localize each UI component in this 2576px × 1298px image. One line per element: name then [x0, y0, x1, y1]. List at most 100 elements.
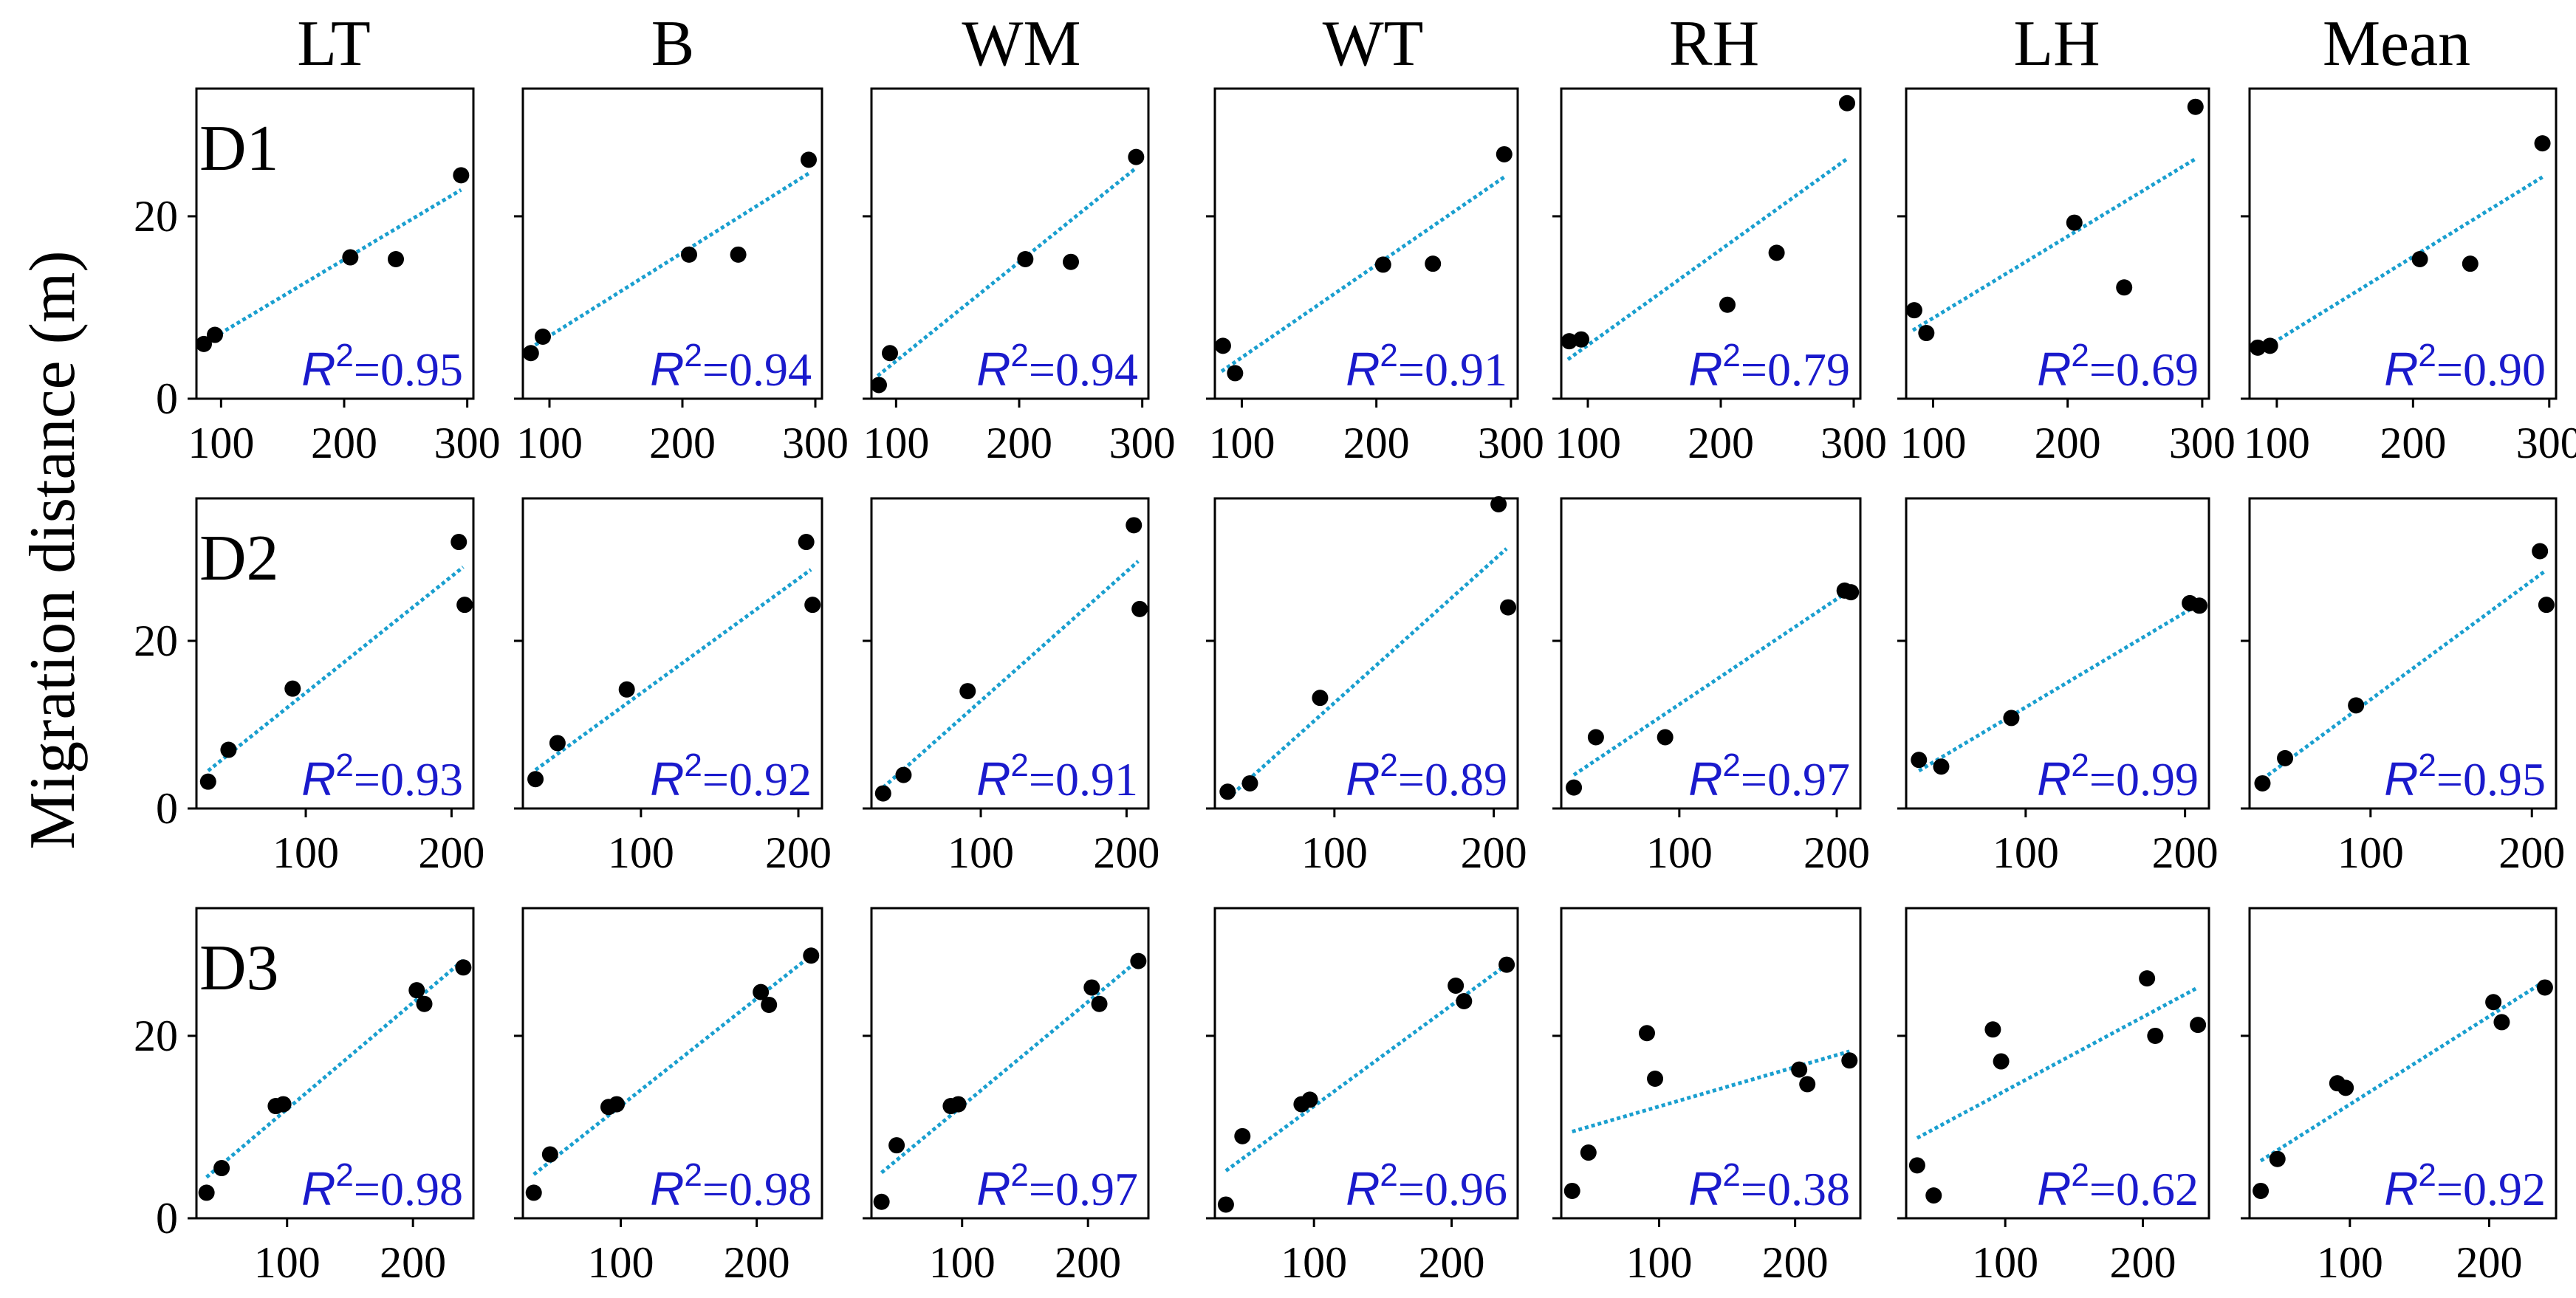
fit-line [202, 188, 462, 346]
data-point [761, 996, 778, 1013]
data-point [1217, 1196, 1234, 1213]
x-tick-label: 200 [649, 419, 716, 467]
data-point [213, 1160, 230, 1177]
panel-frame [2248, 907, 2558, 1220]
data-point [1799, 1076, 1816, 1093]
data-point [522, 345, 539, 362]
fit-line [528, 171, 810, 351]
x-tick-label: 100 [1900, 419, 1966, 467]
data-point [1566, 779, 1583, 796]
data-point [2187, 98, 2204, 115]
data-point [2261, 337, 2278, 354]
data-point [2462, 255, 2479, 272]
data-point [730, 246, 747, 263]
data-point [1456, 993, 1473, 1009]
data-point [1841, 1052, 1858, 1069]
panel-frame [1905, 907, 2210, 1220]
panel-d2-mean: 100 200 R2=0.95 [2241, 497, 2565, 877]
x-tick-label: 200 [2152, 828, 2219, 877]
column-header-rh: RH [1669, 8, 1759, 80]
panel-d2-lt: 100 200 0 20 D2 R2=0.93 [134, 497, 484, 877]
panel-frame [2248, 497, 2558, 810]
panel-frame [870, 497, 1150, 810]
panel-d3-lt: 100 200 0 20 D3 R2=0.98 [134, 907, 475, 1287]
data-point [1984, 1021, 2001, 1038]
data-point [681, 246, 697, 263]
x-tick-label: 100 [516, 419, 583, 467]
row-label-d1: D1 [199, 113, 279, 185]
x-tick-label: 200 [380, 1238, 446, 1287]
data-point [1638, 1025, 1655, 1042]
y-tick-label: 20 [134, 617, 178, 665]
x-tick-label: 100 [1972, 1238, 2038, 1287]
data-point [882, 345, 898, 362]
data-point [1843, 584, 1860, 601]
r2-annotation: R2=0.92 [2384, 1157, 2546, 1215]
data-point [950, 1096, 967, 1113]
data-point [2534, 135, 2551, 152]
data-point [2348, 697, 2365, 714]
data-point [408, 982, 425, 999]
data-point [2493, 1014, 2510, 1031]
data-point [2253, 1182, 2270, 1199]
panel-d3-b: 100 200 R2=0.98 [514, 907, 823, 1287]
data-point [2116, 279, 2133, 296]
x-tick-label: 300 [2169, 419, 2236, 467]
panel-frame [1213, 907, 1519, 1220]
data-point [1017, 251, 1034, 267]
data-point [1227, 365, 1244, 382]
panel-d1-rh: 100 200 300 R2=0.79 [1552, 87, 1887, 467]
panel-d1-wm: 100 200 300 R2=0.94 [863, 87, 1176, 467]
x-tick-label: 200 [1803, 828, 1870, 877]
data-point [1374, 256, 1391, 273]
data-point [1925, 1187, 1942, 1204]
data-point [525, 1184, 542, 1201]
x-tick-label: 200 [1419, 1238, 1485, 1287]
data-point [895, 766, 912, 783]
r2-annotation: R2=0.92 [650, 747, 812, 806]
x-tick-label: 200 [1762, 1238, 1829, 1287]
data-point [451, 534, 467, 551]
data-point [198, 1184, 215, 1201]
x-tick-label: 100 [188, 419, 254, 467]
data-point [1500, 599, 1517, 616]
panel-d1-lh: 100 200 300 R2=0.69 [1897, 87, 2236, 467]
panel-frame [195, 907, 475, 1220]
y-tick-label: 20 [134, 1012, 178, 1060]
x-tick-label: 100 [948, 828, 1014, 877]
r2-annotation: R2=0.97 [1688, 747, 1850, 806]
column-header-lh: LH [2013, 8, 2100, 80]
r2-annotation: R2=0.91 [976, 747, 1138, 806]
row-label-d2: D2 [199, 523, 279, 594]
x-tick-label: 100 [863, 419, 929, 467]
x-tick-label: 200 [311, 419, 377, 467]
data-point [541, 1146, 558, 1163]
data-point [535, 329, 551, 345]
data-point [871, 377, 887, 394]
data-point [2269, 1150, 2286, 1167]
x-tick-label: 200 [1461, 828, 1527, 877]
x-tick-label: 100 [1301, 828, 1368, 877]
x-tick-label: 100 [1646, 828, 1713, 877]
r2-annotation: R2=0.93 [301, 747, 463, 806]
fit-line [207, 566, 465, 772]
data-point [453, 167, 470, 184]
data-point [609, 1096, 626, 1113]
data-point [1214, 337, 1231, 354]
panel-frame [1560, 87, 1862, 400]
panel-d3-wm: 100 200 R2=0.97 [863, 907, 1150, 1287]
r2-annotation: R2=0.97 [976, 1157, 1138, 1215]
data-point [2254, 775, 2271, 791]
panel-d3-rh: 100 200 R2=0.38 [1552, 907, 1862, 1287]
fit-line [1226, 547, 1508, 800]
fit-line [534, 568, 812, 772]
x-tick-label: 300 [782, 419, 849, 467]
r2-annotation: R2=0.99 [2037, 747, 2199, 806]
r2-annotation: R2=0.95 [301, 337, 463, 396]
data-point [549, 735, 566, 752]
data-point [804, 597, 821, 614]
data-point [2532, 543, 2549, 560]
x-tick-label: 300 [1478, 419, 1544, 467]
